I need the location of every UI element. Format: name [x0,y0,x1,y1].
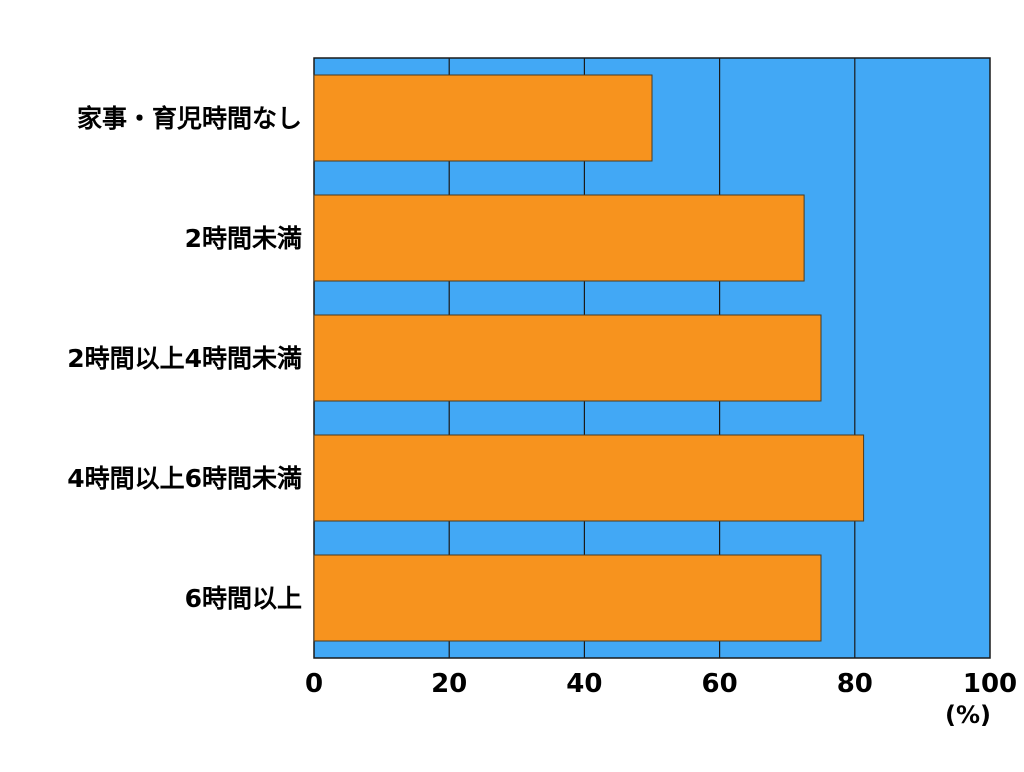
x-tick-label: 60 [702,669,738,699]
bar [313,194,805,282]
x-tick-label: 100 [963,669,1017,699]
x-tick-labels: 0 20 40 60 80 100 [305,669,1017,699]
category-label: 2時間未満 [185,224,302,253]
category-label: 4時間以上6時間未満 [67,464,302,493]
x-tick-label: 40 [566,669,602,699]
category-labels: 家事・育児時間なし 2時間未満 2時間以上4時間未満 4時間以上6時間未満 6時間以上 [67,104,302,613]
bar [313,554,822,642]
bars [313,74,865,642]
x-unit-label: (%) [945,701,991,729]
bar [313,314,822,402]
bar [313,434,865,522]
bar [313,74,653,162]
category-label: 2時間以上4時間未満 [67,344,302,373]
category-label: 家事・育児時間なし [77,104,302,133]
category-label: 6時間以上 [185,584,302,613]
x-tick-label: 80 [837,669,873,699]
x-tick-label: 20 [431,669,467,699]
x-tick-label: 0 [305,669,323,699]
